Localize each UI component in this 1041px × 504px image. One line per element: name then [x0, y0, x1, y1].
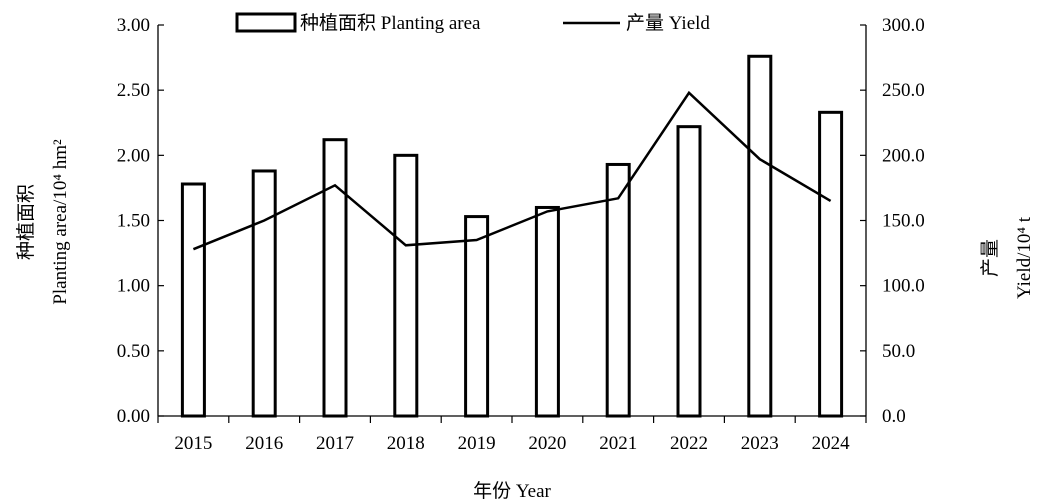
right-tick-label: 200.0 [882, 145, 925, 166]
right-tick-label: 100.0 [882, 276, 925, 297]
right-tick-label: 250.0 [882, 80, 925, 101]
x-tick-label: 2020 [528, 433, 566, 454]
bar-2018 [393, 153, 419, 418]
left-tick-label: 2.00 [117, 145, 150, 166]
left-tick-label: 1.50 [117, 211, 150, 232]
left-tick-label: 2.50 [117, 80, 150, 101]
x-axis-title: 年份 Year [473, 480, 551, 502]
legend-bar-label: 种植面积 Planting area [300, 12, 481, 34]
right-tick-label: 150.0 [882, 211, 925, 232]
x-tick-label: 2021 [599, 433, 637, 454]
right-axis-title-cn: 产量 [979, 239, 1001, 277]
bar-2023 [747, 54, 773, 418]
right-axis-ticks: 0.0 50.0 100.0 150.0 200.0 250.0 300.0 [860, 15, 925, 427]
bar-2020 [534, 205, 560, 418]
bar-2024 [818, 110, 844, 418]
bar-2017 [322, 138, 348, 418]
left-tick-label: 0.50 [117, 341, 150, 362]
x-tick-label: 2023 [741, 433, 779, 454]
x-tick-label: 2019 [458, 433, 496, 454]
bar-2019 [464, 215, 490, 418]
bar-2015 [180, 182, 206, 418]
legend-bar-swatch [235, 12, 297, 33]
legend-line-label: 产量 Yield [626, 12, 710, 34]
right-axis-title-en: Yield/10⁴ t [1014, 216, 1035, 299]
x-tick-label: 2022 [670, 433, 708, 454]
yield-line [192, 90, 832, 251]
left-axis-title-cn: 种植面积 [15, 184, 37, 260]
left-axis-ticks: 0.00 0.50 1.00 1.50 2.00 2.50 3.00 [117, 15, 164, 427]
right-tick-label: 0.0 [882, 406, 906, 427]
left-tick-label: 3.00 [117, 15, 150, 36]
bar-2016 [251, 169, 277, 418]
x-axis-ticks: 2015 2016 2017 2018 2019 2020 2021 2022 2023 2024 [157, 416, 867, 454]
bar-2021 [605, 162, 631, 418]
right-tick-label: 300.0 [882, 15, 925, 36]
x-tick-label: 2024 [812, 433, 851, 454]
left-tick-label: 1.00 [117, 276, 150, 297]
x-tick-label: 2015 [174, 433, 212, 454]
left-axis-title-en: Planting area/10⁴ hm² [50, 139, 71, 305]
left-tick-label: 0.00 [117, 406, 150, 427]
right-tick-label: 50.0 [882, 341, 915, 362]
x-tick-label: 2016 [245, 433, 283, 454]
x-tick-label: 2017 [316, 433, 354, 454]
x-tick-label: 2018 [387, 433, 425, 454]
legend: 种植面积 Planting area 产量 Yield [235, 12, 710, 34]
bar-series [180, 54, 844, 418]
bar-2022 [676, 125, 702, 418]
